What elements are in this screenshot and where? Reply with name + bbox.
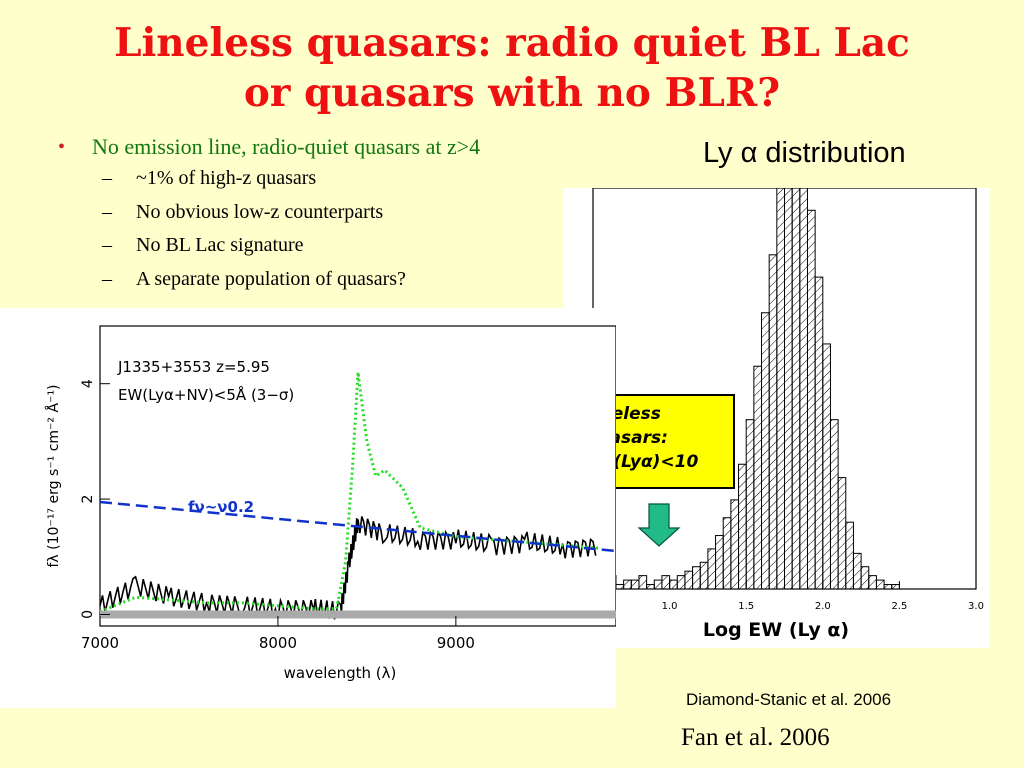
- spectrum-series-black-noisy: [99, 516, 597, 620]
- spectrum-series-green-dotted: [99, 372, 599, 613]
- dash-icon: –: [102, 234, 112, 256]
- histogram-bar: [860, 566, 870, 590]
- spectrum-citation: Fan et al. 2006: [681, 724, 830, 751]
- bullet-main: • No emission line, radio-quiet quasars …: [58, 132, 618, 162]
- spectrum-xtick-label: 7000: [81, 634, 119, 652]
- quasar-spectrum-figure: 7000 8000 9000 0 2 4 J1335+3553 z=5.95 EW(Ly…: [0, 308, 616, 708]
- histogram-bar: [661, 575, 671, 590]
- spectrum-powerlaw-label: fν~ν0.2: [188, 498, 254, 516]
- dash-icon: –: [102, 167, 112, 189]
- histogram-bar: [852, 552, 862, 590]
- sub-bullet-text: No obvious low-z counterparts: [136, 200, 384, 223]
- spectrum-ytick-label: 0: [80, 610, 96, 619]
- spectrum-series-blue-dashed: [99, 500, 616, 553]
- histogram-bar: [806, 209, 816, 590]
- histogram-bar: [738, 463, 747, 590]
- quasar-spectrum-chart: 7000 8000 9000 0 2 4 J1335+3553 z=5.95 EW(Ly…: [45, 325, 616, 682]
- dash-icon: –: [102, 267, 112, 290]
- sub-bullet: – ~1% of high-z quasars: [58, 162, 618, 196]
- sub-bullet: – A separate population of quasars?: [58, 263, 618, 297]
- hist-xtick-label: 3.0: [968, 601, 984, 612]
- spectrum-xtick-label: 9000: [437, 634, 475, 652]
- histogram-bar: [875, 579, 885, 590]
- histogram-bar: [630, 579, 640, 590]
- histogram-bar: [829, 419, 839, 590]
- sub-bullet-text: A separate population of quasars?: [136, 267, 406, 290]
- histogram-bar: [868, 575, 877, 590]
- histogram-bar: [638, 575, 648, 590]
- sub-bullet-text: ~1% of high-z quasars: [136, 167, 317, 189]
- lya-histogram-chart: 0.51.01.52.02.53.0 050 Lineless Quasars:…: [569, 188, 984, 641]
- histogram-bar: [699, 561, 709, 590]
- bullet-main-text: No emission line, radio-quiet quasars at…: [92, 134, 481, 159]
- spectrum-ylabel: fλ (10⁻¹⁷ erg s⁻¹ cm⁻² Å⁻¹): [45, 384, 62, 567]
- histogram-citation: Diamond-Stanic et al. 2006: [686, 690, 892, 709]
- hist-xtick-label: 1.0: [662, 601, 678, 612]
- slide-title: Lineless quasars: radio quiet BL Lac or …: [0, 18, 1024, 118]
- histogram-bar: [753, 365, 763, 590]
- histogram-bar: [768, 254, 778, 590]
- histogram-bar: [653, 579, 663, 590]
- histogram-bar: [891, 584, 900, 590]
- bullet-list: • No emission line, radio-quiet quasars …: [58, 132, 618, 296]
- lya-distribution-heading: Ly α distribution: [703, 137, 906, 169]
- histogram-bar: [615, 584, 625, 590]
- histogram-bar: [692, 566, 701, 590]
- dash-icon: –: [102, 200, 112, 223]
- histogram-bar: [730, 499, 740, 590]
- histogram-bar: [791, 188, 801, 590]
- spectrum-xlabel: wavelength (λ): [284, 664, 397, 682]
- sub-bullet: – No obvious low-z counterparts: [58, 196, 618, 230]
- histogram-bar: [837, 477, 847, 590]
- hist-xlabel: Log EW (Ly α): [703, 619, 849, 641]
- histogram-bar: [676, 575, 686, 590]
- hist-xtick-label: 2.5: [891, 601, 907, 612]
- histogram-bar: [684, 570, 694, 590]
- spectrum-xtick-label: 8000: [259, 634, 297, 652]
- histogram-bar: [745, 419, 755, 590]
- spectrum-annotation-1: J1335+3553 z=5.95: [117, 358, 270, 376]
- histogram-bar: [623, 579, 632, 590]
- histogram-bar: [722, 517, 732, 590]
- spectrum-ytick-label: 4: [80, 379, 96, 388]
- hist-xtick-label: 1.5: [738, 601, 754, 612]
- spectrum-annotation-2: EW(Lyα+NV)<5Å (3−σ): [118, 385, 294, 404]
- spectrum-ytick-label: 2: [80, 495, 96, 504]
- sub-bullet: – No BL Lac signature: [58, 229, 618, 263]
- histogram-bar: [814, 276, 824, 590]
- histogram-bar: [646, 584, 655, 590]
- down-arrow-icon: [637, 503, 681, 547]
- title-line-1: Lineless quasars: radio quiet BL Lac: [114, 20, 910, 66]
- hist-xtick-label: 2.0: [815, 601, 831, 612]
- lya-histogram-figure: 0.51.01.52.02.53.0 050 Lineless Quasars:…: [563, 188, 990, 648]
- sub-bullet-text: No BL Lac signature: [136, 234, 304, 256]
- histogram-bar: [669, 579, 678, 590]
- histogram-bar: [845, 521, 854, 590]
- histogram-bar: [822, 343, 831, 590]
- spectrum-frame: [99, 325, 616, 627]
- bullet-dot-icon: •: [58, 136, 66, 158]
- histogram-bar: [784, 188, 793, 590]
- histogram-bar: [715, 535, 724, 590]
- histogram-bar: [761, 312, 770, 590]
- histogram-bar: [883, 584, 893, 590]
- title-line-2: or quasars with no BLR?: [243, 70, 781, 116]
- histogram-bar: [776, 188, 785, 590]
- histogram-bar: [707, 548, 717, 590]
- histogram-bar: [799, 188, 808, 590]
